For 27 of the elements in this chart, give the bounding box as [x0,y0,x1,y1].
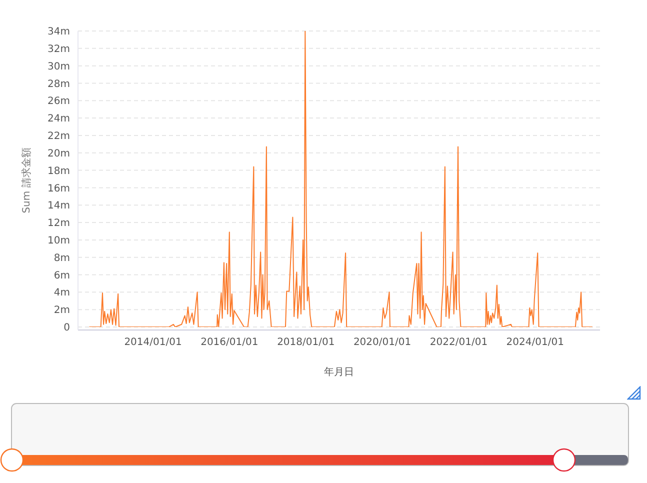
x-axis-title: 年月日 [324,366,354,378]
y-tick-label: 34m [48,26,70,38]
y-tick-label: 18m [48,166,70,177]
x-tick-label: 2014/01/01 [124,337,182,348]
x-tick-label: 2020/01/01 [353,337,412,348]
y-tick-label: 6m [54,270,70,282]
y-tick-label: 30m [48,61,70,72]
y-tick-label: 20m [48,148,70,160]
x-tick-label: 2016/01/01 [200,337,258,348]
y-tick-label: 4m [54,288,70,299]
y-tick-label: 26m [48,96,70,108]
y-axis-title: Sum 請求金額 [20,148,33,214]
x-tick-label: 2022/01/01 [430,337,488,348]
y-tick-label: 28m [48,78,70,90]
x-tick-label: 2018/01/01 [277,337,335,348]
line-series [88,31,593,327]
y-tick-label: 16m [48,183,70,194]
y-tick-label: 8m [54,252,70,264]
y-tick-label: 10m [48,235,70,246]
y-tick-label: 24m [48,114,70,125]
y-tick-label: 0 [64,322,70,334]
y-tick-label: 12m [48,218,70,230]
y-tick-label: 2m [54,305,70,316]
y-tick-label: 22m [48,131,70,142]
y-tick-label: 32m [48,44,70,55]
y-tick-label: 14m [48,200,70,212]
x-tick-label: 2024/01/01 [506,337,564,348]
